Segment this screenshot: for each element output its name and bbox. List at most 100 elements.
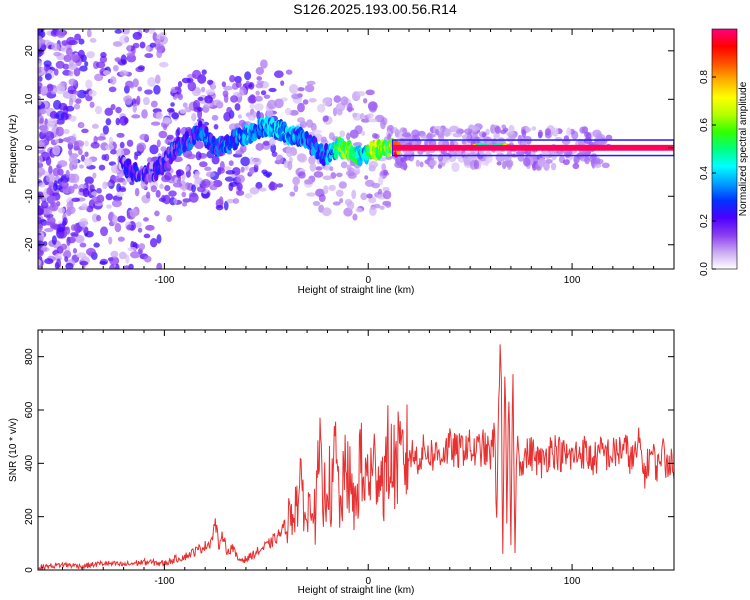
spectrogram-y-tick-label: 10 [24,93,35,105]
heatmap-noise-cell [74,98,82,104]
heatmap-noise-cell [340,161,348,169]
spectrogram-y-tick-label: 20 [24,45,35,57]
heatmap-noise-cell [567,149,573,155]
heatmap-noise-cell [255,181,263,190]
heatmap-noise-cell [147,77,157,87]
heatmap-noise-cell [244,193,253,199]
heatmap-noise-cell [323,185,329,195]
heatmap-ridge-cell [184,130,190,140]
heatmap-noise-cell [201,69,207,75]
heatmap-ridge-cell [211,135,216,145]
heatmap-noise-cell [65,169,70,179]
heatmap-noise-cell [182,198,191,203]
heatmap-noise-cell [43,208,53,215]
heatmap-noise-cell [38,207,43,216]
heatmap-noise-cell [238,119,246,127]
heatmap-noise-cell [134,187,140,197]
heatmap-noise-cell [255,66,265,75]
heatmap-noise-cell [63,54,72,63]
heatmap-noise-cell [41,201,49,209]
heatmap-noise-cell [218,196,224,206]
heatmap-noise-cell [276,154,284,164]
heatmap-noise-cell [119,70,129,77]
heatmap-noise-cell [230,95,238,103]
heatmap-noise-cell [168,190,177,197]
heatmap-noise-cell [232,198,240,204]
heatmap-noise-cell [293,184,299,193]
heatmap-noise-cell [73,67,81,77]
heatmap-noise-cell [85,247,96,256]
snr-series-line [38,344,674,570]
heatmap-noise-cell [117,236,125,242]
heatmap-noise-cell [79,217,89,228]
heatmap-noise-cell [96,187,102,194]
heatmap-noise-cell [268,137,276,146]
heatmap-noise-cell [145,224,155,231]
heatmap-noise-cell [110,103,116,111]
heatmap-noise-cell [428,159,437,167]
heatmap-noise-cell [51,43,61,51]
heatmap-noise-cell [38,59,43,68]
heatmap-noise-cell [205,89,216,95]
heatmap-noise-cell [73,103,81,110]
spectrogram-y-axis-label: Frequency (Hz) [8,115,19,184]
heatmap-noise-cell [373,203,381,209]
heatmap-noise-cell [60,243,68,250]
heatmap-noise-cell [188,192,199,203]
heatmap-noise-cell [239,86,247,96]
heatmap-noise-cell [91,123,99,129]
heatmap-noise-cell [109,256,120,266]
heatmap-noise-cell [472,132,478,140]
heatmap-noise-cell [155,111,163,120]
snr-frame [37,329,675,571]
heatmap-noise-cell [234,75,242,84]
heatmap-noise-cell [156,234,162,244]
heatmap-noise-cell [368,118,378,123]
heatmap-noise-cell [273,70,284,78]
heatmap-noise-cell [132,78,139,88]
heatmap-noise-cell [68,70,74,77]
heatmap-noise-cell [38,222,43,233]
heatmap-noise-cell [381,163,386,172]
heatmap-noise-cell [360,131,366,136]
heatmap-noise-cell [86,29,92,38]
colorbar-label: Normalized spectral amplitude [738,81,749,216]
heatmap-noise-cell [79,122,84,128]
heatmap-noise-cell [166,107,175,113]
heatmap-noise-cell [55,60,65,69]
heatmap-noise-cell [110,250,119,258]
heatmap-cells [38,29,674,269]
heatmap-noise-cell [132,103,137,113]
heatmap-noise-cell [347,172,357,179]
heatmap-noise-cell [382,186,390,192]
heatmap-noise-cell [84,140,89,147]
heatmap-noise-cell [79,260,89,266]
heatmap-noise-cell [45,156,52,166]
heatmap-noise-cell [144,29,150,33]
heatmap-noise-cell [362,98,368,104]
heatmap-noise-cell [291,93,302,100]
heatmap-noise-cell [76,252,87,259]
heatmap-noise-cell [579,126,586,134]
heatmap-noise-cell [411,129,420,138]
heatmap-noise-cell [255,83,264,89]
heatmap-noise-cell [236,190,245,196]
heatmap-noise-cell [38,167,46,176]
heatmap-noise-cell [67,185,75,194]
heatmap-noise-cell [359,112,365,121]
heatmap-noise-cell [346,132,351,141]
heatmap-noise-cell [74,235,85,244]
heatmap-noise-cell [129,208,138,218]
colorbar-tick-label: 0.8 [699,70,710,84]
heatmap-noise-cell [72,248,78,254]
heatmap-noise-cell [473,159,480,170]
heatmap-noise-cell [137,86,143,92]
heatmap-noise-cell [449,125,460,133]
heatmap-noise-cell [66,206,76,215]
heatmap-noise-cell [102,125,109,135]
heatmap-noise-cell [285,69,293,75]
heatmap-noise-cell [149,144,159,155]
heatmap-noise-cell [112,41,123,47]
snr-y-tick-label: 600 [24,401,35,418]
